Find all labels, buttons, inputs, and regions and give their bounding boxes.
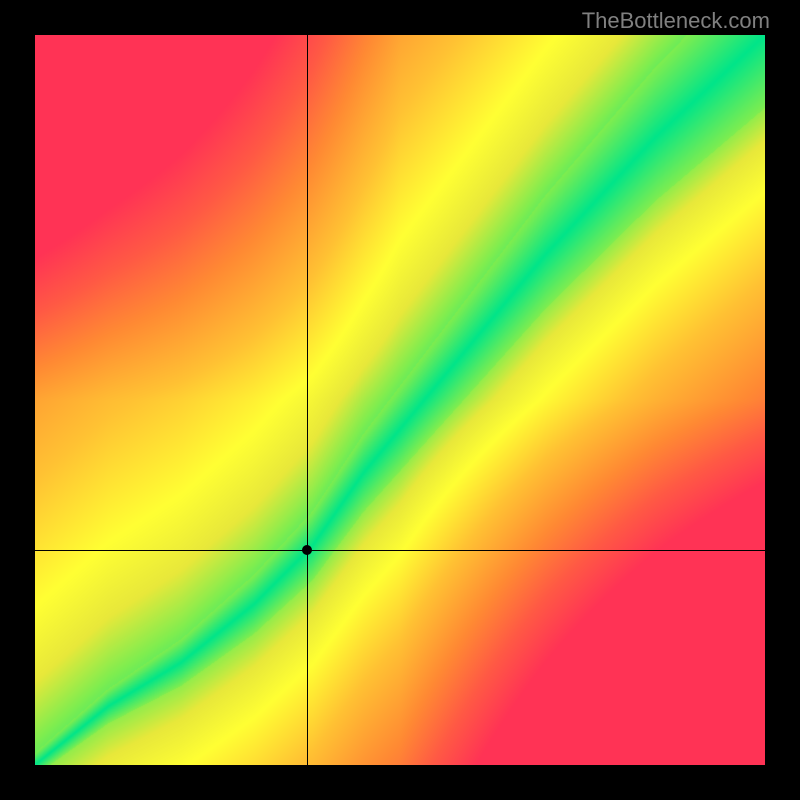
watermark-text: TheBottleneck.com [582,8,770,34]
heatmap-chart [35,35,765,765]
marker-dot [302,545,312,555]
crosshair-vertical [307,35,308,765]
crosshair-horizontal [35,550,765,551]
heatmap-canvas [35,35,765,765]
